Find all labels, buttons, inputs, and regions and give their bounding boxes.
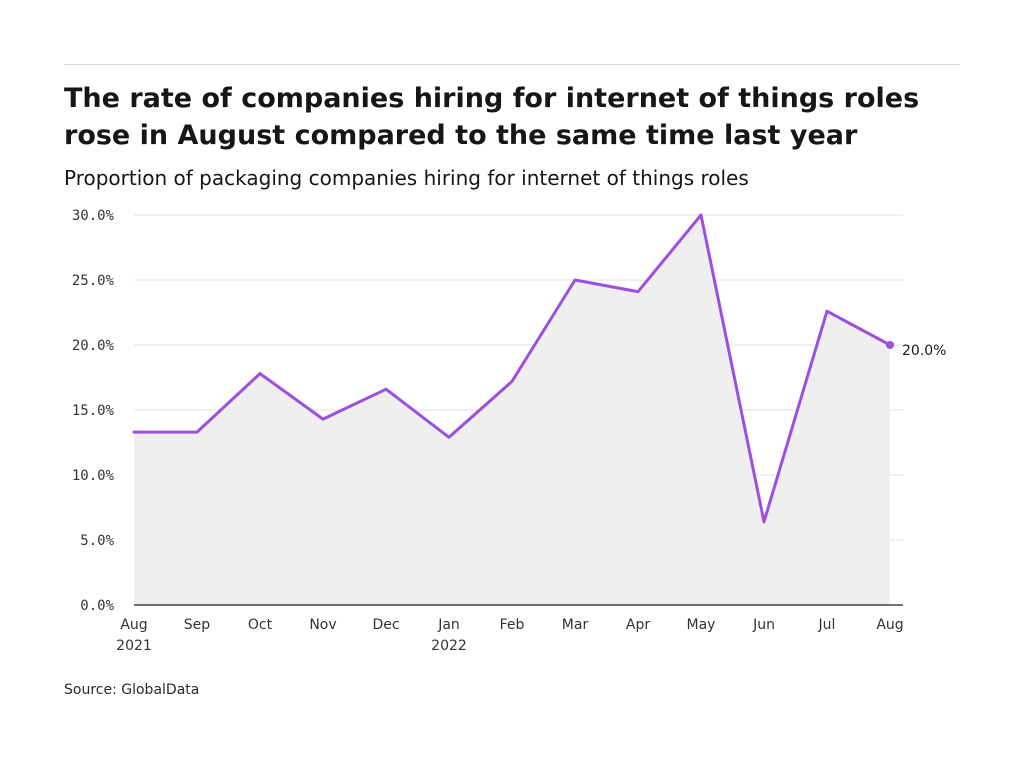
x-tick-label: Feb [500, 617, 525, 633]
x-tick-label: Nov [309, 617, 336, 633]
x-tick-label: 2021 [116, 638, 152, 654]
series-line [132, 213, 892, 524]
y-axis-ticks: 0.0% 5.0% 10.0% 15.0% 20.0% 25.0% 30.0% [72, 208, 115, 614]
x-tick-label: May [687, 617, 716, 633]
data-points [886, 341, 894, 349]
y-tick-label: 5.0% [80, 533, 114, 549]
y-tick-label: 30.0% [72, 208, 115, 224]
chart-title: The rate of companies hiring for interne… [64, 83, 920, 151]
x-tick-label: Jun [752, 617, 775, 633]
end-value-label: 20.0% [902, 343, 946, 359]
x-tick-label: Aug [120, 617, 147, 633]
x-axis-ticks: Aug 2021 Sep Oct Nov Dec Jan 2022 Feb Mar Apr May Ju… [116, 617, 903, 654]
data-point [886, 341, 894, 349]
y-tick-label: 10.0% [72, 468, 115, 484]
y-tick-label: 15.0% [72, 403, 115, 419]
source-note: Source: GlobalData [64, 682, 200, 698]
area-fill [134, 215, 890, 605]
chart-subtitle: Proportion of packaging companies hiring… [64, 166, 749, 190]
y-tick-label: 0.0% [80, 598, 114, 614]
x-tick-label: Sep [184, 617, 211, 633]
x-tick-label: Dec [372, 617, 399, 633]
line-chart: 0.0% 5.0% 10.0% 15.0% 20.0% 25.0% 30.0% Aug 202… [72, 208, 947, 654]
x-tick-label: Aug [876, 617, 903, 633]
x-tick-label: Oct [248, 617, 273, 633]
x-tick-label: Apr [626, 617, 650, 633]
y-tick-label: 20.0% [72, 338, 115, 354]
y-tick-label: 25.0% [72, 273, 115, 289]
x-tick-label: Mar [562, 617, 589, 633]
top-divider [64, 64, 960, 65]
x-tick-label: Jul [818, 617, 836, 633]
x-tick-label: 2022 [431, 638, 467, 654]
x-tick-label: Jan [437, 617, 460, 633]
